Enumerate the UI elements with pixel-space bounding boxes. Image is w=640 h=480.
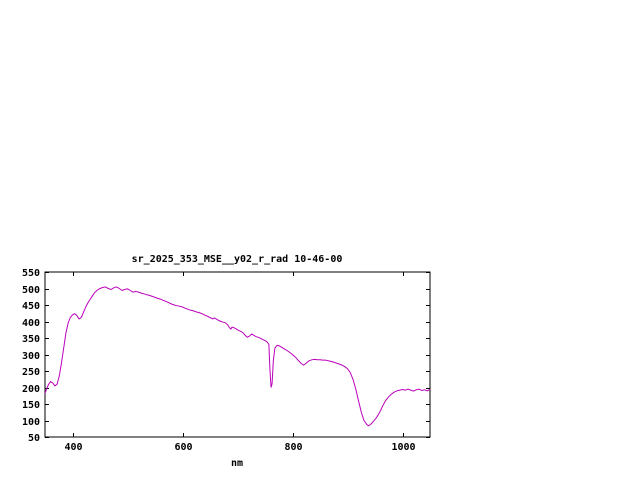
y-tick-label: 550 (22, 268, 40, 279)
spectrum-line (44, 286, 431, 427)
x-tick-label: 600 (174, 442, 192, 453)
x-axis-label: nm (231, 458, 243, 469)
y-tick-label: 150 (22, 400, 40, 411)
y-tick-label: 500 (22, 285, 40, 296)
x-tick-label: 400 (64, 442, 82, 453)
y-tick-label: 250 (22, 367, 40, 378)
chart-title: sr_2025_353_MSE__y02_r_rad 10-46-00 (132, 254, 343, 265)
y-tick-label: 400 (22, 318, 40, 329)
x-tick-label: 800 (284, 442, 302, 453)
y-tick-label: 450 (22, 301, 40, 312)
y-tick-label: 50 (28, 433, 40, 444)
y-tick-label: 300 (22, 351, 40, 362)
axis-tick-labels: 400 600 800 1000 50 100 150 200 250 300 350 400 450 5… (22, 268, 416, 453)
axis-ticks (45, 272, 430, 438)
y-tick-label: 200 (22, 384, 40, 395)
plot-border (44, 271, 431, 438)
x-tick-label: 1000 (391, 442, 415, 453)
y-tick-label: 100 (22, 417, 40, 428)
y-tick-label: 350 (22, 334, 40, 345)
